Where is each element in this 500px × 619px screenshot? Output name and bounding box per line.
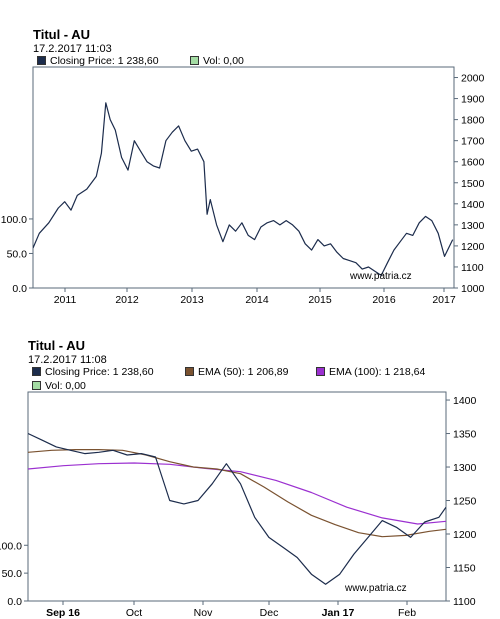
legend-label: Vol: 0,00 [45,380,86,392]
x-tick-label: 2013 [180,294,204,306]
vol-swatch [190,55,199,65]
chart-1-legend-vol: Vol: 0,00 [190,55,244,67]
y-left-tick-label: 50.0 [7,248,28,260]
chart-2-legend-closing: Closing Price: 1 238,60 [32,366,154,378]
x-tick-label: 2016 [372,294,396,306]
chart-2-timestamp: 17.2.2017 11:08 [28,354,107,366]
y-right-tick-label: 1200 [461,241,485,253]
y-right-tick-label: 1300 [453,462,477,474]
y-left-tick-label: 0.0 [12,283,27,295]
watermark: www.patria.cz [344,583,407,594]
y-right-tick-label: 1500 [461,178,485,190]
x-tick-label: 2014 [245,294,269,306]
plot-area [27,391,447,602]
y-left-tick-label: 100.0 [0,540,22,552]
y-right-tick-label: 1400 [461,199,485,211]
x-tick-label: 2011 [54,294,77,306]
y-right-tick-label: 1600 [461,157,485,169]
plot-area [32,66,455,289]
y-right-tick-label: 1250 [453,496,477,508]
chart-2-title: Titul - AU [28,338,86,353]
ema50-swatch [185,366,194,376]
x-tick-label: Dec [260,607,279,619]
y-right-tick-label: 1000 [461,283,485,295]
ema100-swatch [316,366,325,376]
chart-2-legend-vol: Vol: 0,00 [32,380,86,392]
y-right-tick-label: 1400 [453,395,477,407]
chart-1-legend-closing: Closing Price: 1 238,60 [37,55,159,67]
vol-swatch [32,380,41,390]
x-tick-label: 2012 [115,294,139,306]
y-right-tick-label: 1300 [461,220,485,232]
legend-label: Vol: 0,00 [203,55,244,67]
x-tick-label: Nov [194,607,213,619]
x-tick-label: 2017 [432,294,456,306]
watermark: www.patria.cz [349,271,412,282]
y-right-tick-label: 1800 [461,115,485,127]
chart-2-legend-ema100: EMA (100): 1 218,64 [316,366,425,378]
series-closing-price-line [33,102,454,276]
chart-1-timestamp: 17.2.2017 11:03 [33,43,112,55]
chart-2-plot: Sep 16 Oct Nov Dec Jan 17 Feb 1400 1350 1300 1250… [0,391,477,619]
closing-price-swatch [37,55,46,65]
legend-label: Closing Price: 1 238,60 [45,366,154,378]
series-ema-100-line [28,462,446,525]
y-right-tick-label: 1100 [453,596,476,608]
closing-price-swatch [32,366,41,376]
chart-1: Titul - AU 17.2.2017 11:03 Closing Price… [1,27,485,306]
y-right-tick-label: 1200 [453,529,477,541]
y-right-tick-label: 1150 [453,563,476,575]
series-closing-price-line [28,432,446,585]
legend-label: EMA (50): 1 206,89 [198,366,289,378]
series-ema-50-line [28,449,446,538]
x-tick-label: 2015 [308,294,332,306]
chart-1-plot: 2011 2012 2013 2014 2015 2016 2017 2000 1900 1800… [1,66,485,306]
chart-1-title: Titul - AU [33,27,91,42]
x-tick-label: Feb [398,607,416,619]
y-right-tick-label: 1350 [453,429,477,441]
y-left-tick-label: 100.0 [1,214,27,226]
y-right-tick-label: 1900 [461,94,485,106]
y-right-tick-label: 1700 [461,136,485,148]
y-right-tick-label: 2000 [461,73,485,85]
x-tick-label: Oct [126,607,142,619]
legend-label: Closing Price: 1 238,60 [50,55,159,67]
chart-2-legend-ema50: EMA (50): 1 206,89 [185,366,288,378]
y-right-tick-label: 1100 [461,262,484,274]
y-left-tick-label: 50.0 [2,568,23,580]
x-tick-label: Jan 17 [322,607,355,619]
x-tick-label: Sep 16 [46,607,80,619]
chart-2: Titul - AU 17.2.2017 11:08 Closing Price… [0,330,500,619]
legend-label: EMA (100): 1 218,64 [329,366,426,378]
y-left-tick-label: 0.0 [7,596,22,608]
